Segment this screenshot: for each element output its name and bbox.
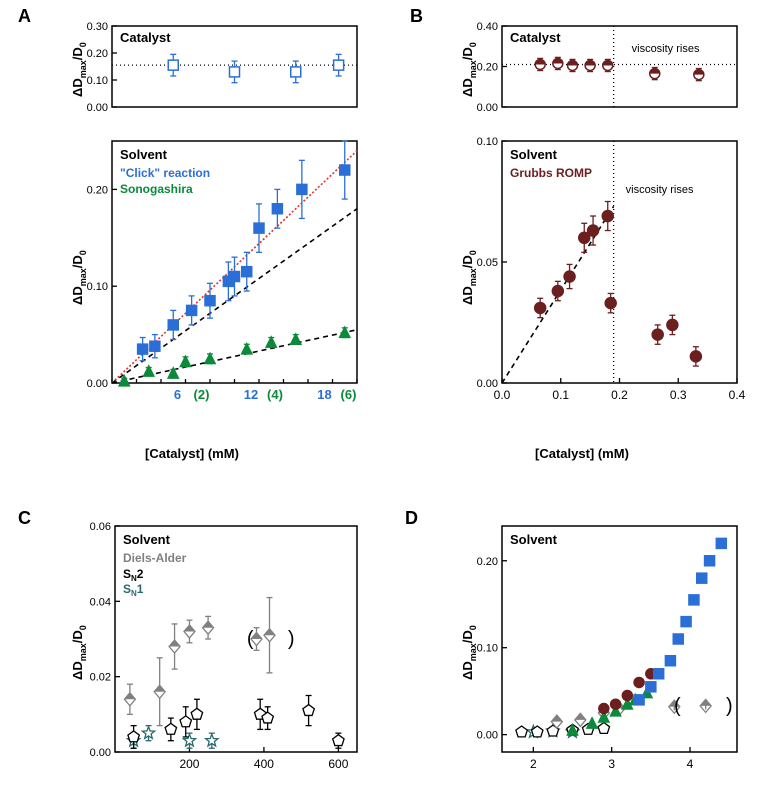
svg-text:0.0: 0.0 bbox=[494, 388, 511, 402]
svg-text:0.00: 0.00 bbox=[477, 102, 498, 114]
svg-text:0.10: 0.10 bbox=[477, 136, 498, 148]
svg-text:Catalyst: Catalyst bbox=[510, 30, 561, 45]
svg-text:600: 600 bbox=[328, 757, 348, 771]
svg-text:Solvent: Solvent bbox=[120, 147, 168, 162]
svg-text:0.30: 0.30 bbox=[87, 21, 108, 33]
svg-text:ΔDmax/D0: ΔDmax/D0 bbox=[70, 250, 88, 305]
svg-text:Solvent: Solvent bbox=[510, 532, 558, 547]
svg-text:400: 400 bbox=[254, 757, 274, 771]
svg-text:0.02: 0.02 bbox=[90, 672, 111, 684]
panel-b-bottom: 0.000.050.100.00.10.20.30.4SolventGrubbs… bbox=[460, 135, 745, 415]
svg-text:"Click" reaction: "Click" reaction bbox=[120, 166, 210, 180]
panel-c: 0.00 0.02 0.04 0.06 200 400 600 () Solvent Diels-… bbox=[70, 520, 365, 780]
panel-d-label: D bbox=[405, 508, 418, 529]
panel-d: 0.00 0.10 0.20 2 3 4 () Solvent ΔDmax/D0 bbox=[460, 520, 745, 780]
svg-text:Solvent: Solvent bbox=[123, 532, 171, 547]
svg-text:(4): (4) bbox=[267, 387, 283, 402]
svg-text:0.3: 0.3 bbox=[670, 388, 687, 402]
svg-text:6: 6 bbox=[174, 387, 181, 402]
svg-text:0.40: 0.40 bbox=[477, 21, 498, 33]
svg-text:0.00: 0.00 bbox=[87, 378, 108, 390]
svg-text:0.06: 0.06 bbox=[90, 521, 111, 533]
svg-text:0.20: 0.20 bbox=[477, 62, 498, 74]
svg-text:0.10: 0.10 bbox=[477, 643, 498, 655]
svg-text:4: 4 bbox=[687, 757, 694, 771]
svg-text:200: 200 bbox=[179, 757, 199, 771]
svg-text:0.10: 0.10 bbox=[87, 75, 108, 87]
panel-b-label: B bbox=[410, 6, 423, 27]
svg-text:0.00: 0.00 bbox=[87, 102, 108, 114]
svg-text:Sonogashira: Sonogashira bbox=[120, 182, 193, 196]
svg-text:0.20: 0.20 bbox=[87, 48, 108, 60]
svg-text:SN1: SN1 bbox=[123, 582, 144, 598]
svg-text:(: ( bbox=[674, 695, 681, 717]
svg-text:0.4: 0.4 bbox=[729, 388, 745, 402]
panel-a-bottom: 0.00 0.10 0.20 6 12 18 (2) (4) (6) Solvent "Click"… bbox=[70, 135, 365, 415]
panel-c-label: C bbox=[18, 508, 31, 529]
svg-text:): ) bbox=[288, 628, 295, 650]
svg-text:viscosity rises: viscosity rises bbox=[626, 184, 694, 196]
svg-text:0.20: 0.20 bbox=[87, 184, 108, 196]
svg-text:0.04: 0.04 bbox=[90, 596, 111, 608]
svg-text:0.00: 0.00 bbox=[477, 730, 498, 742]
svg-text:0.20: 0.20 bbox=[477, 556, 498, 568]
svg-text:0.10: 0.10 bbox=[87, 281, 108, 293]
svg-text:0.1: 0.1 bbox=[552, 388, 569, 402]
svg-text:): ) bbox=[726, 695, 733, 717]
panel-a-label: A bbox=[18, 6, 31, 27]
svg-text:3: 3 bbox=[608, 757, 615, 771]
svg-text:(6): (6) bbox=[341, 387, 357, 402]
svg-text:0.05: 0.05 bbox=[477, 257, 498, 269]
svg-text:12: 12 bbox=[244, 387, 258, 402]
svg-text:viscosity rises: viscosity rises bbox=[632, 43, 700, 55]
svg-text:ΔDmax/D0: ΔDmax/D0 bbox=[460, 625, 478, 680]
svg-text:Diels-Alder: Diels-Alder bbox=[123, 551, 187, 565]
svg-text:0.00: 0.00 bbox=[90, 747, 111, 759]
svg-text:ΔDmax/D0: ΔDmax/D0 bbox=[460, 42, 478, 97]
panel-a-top: 0.00 0.10 0.20 0.30 Catalyst ΔDmax/D0 bbox=[70, 20, 365, 115]
svg-text:(: ( bbox=[247, 628, 254, 650]
svg-text:Catalyst: Catalyst bbox=[120, 30, 171, 45]
svg-text:ΔDmax/D0: ΔDmax/D0 bbox=[70, 625, 88, 680]
svg-text:18: 18 bbox=[317, 387, 331, 402]
svg-text:ΔDmax/D0: ΔDmax/D0 bbox=[70, 42, 88, 97]
svg-text:0.2: 0.2 bbox=[611, 388, 628, 402]
svg-text:(2): (2) bbox=[194, 387, 210, 402]
panel-b-xlabel: [Catalyst] (mM) bbox=[535, 446, 629, 461]
svg-text:Grubbs ROMP: Grubbs ROMP bbox=[510, 166, 592, 180]
svg-text:SN2: SN2 bbox=[123, 567, 144, 583]
svg-text:2: 2 bbox=[530, 757, 537, 771]
panel-b-top: 0.00 0.20 0.40 Catalyst viscosity rises ΔDmax… bbox=[460, 20, 745, 115]
panel-a-xlabel: [Catalyst] (mM) bbox=[145, 446, 239, 461]
svg-text:ΔDmax/D0: ΔDmax/D0 bbox=[460, 250, 478, 305]
svg-text:Solvent: Solvent bbox=[510, 147, 558, 162]
